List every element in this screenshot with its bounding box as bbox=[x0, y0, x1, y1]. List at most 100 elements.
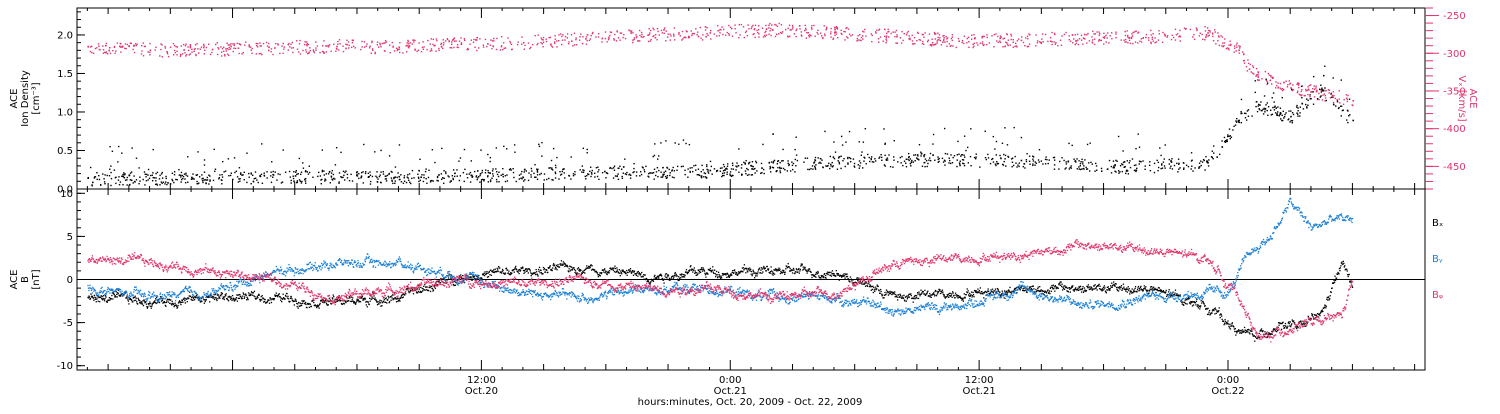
top-series-1-point bbox=[183, 176, 184, 177]
bottom-series-0-point bbox=[883, 297, 884, 298]
top-series-1-point bbox=[163, 182, 164, 183]
top-series-0-point bbox=[902, 40, 903, 41]
bottom-series-0-point bbox=[159, 302, 160, 303]
top-series-0-point bbox=[1156, 41, 1157, 42]
top-left-axis-label-line: Ion Density bbox=[20, 70, 31, 127]
bottom-series-0-point bbox=[535, 269, 536, 270]
top-series-1-point bbox=[797, 160, 798, 161]
top-series-1-point bbox=[657, 176, 658, 177]
bottom-series-0-point bbox=[267, 301, 268, 302]
top-series-1-point bbox=[1005, 155, 1006, 156]
bottom-left-tick-label: -10 bbox=[57, 361, 73, 372]
bottom-series-0-point bbox=[704, 270, 705, 271]
top-series-1-point bbox=[1307, 105, 1308, 106]
bottom-series-0-point bbox=[827, 274, 828, 275]
top-series-1-point bbox=[706, 166, 707, 167]
top-series-0-point bbox=[678, 34, 679, 35]
top-series-1-point bbox=[579, 169, 580, 170]
top-series-1-point bbox=[738, 172, 739, 173]
top-series-1-point bbox=[1309, 94, 1310, 95]
top-series-0-point bbox=[496, 38, 497, 39]
top-series-1-point bbox=[652, 156, 653, 157]
top-series-1-point bbox=[408, 177, 409, 178]
top-series-1-point bbox=[1283, 117, 1284, 118]
top-series-1-point bbox=[441, 173, 442, 174]
top-series-1-point bbox=[1068, 143, 1069, 144]
top-series-0-point bbox=[670, 39, 671, 40]
top-series-0-point bbox=[290, 44, 291, 45]
top-series-0-point bbox=[1318, 99, 1319, 100]
bottom-series-0-point bbox=[697, 274, 698, 275]
top-series-0-point bbox=[795, 36, 796, 37]
top-series-0-point bbox=[317, 45, 318, 46]
top-series-1-point bbox=[115, 183, 116, 184]
bottom-series-0-point bbox=[947, 295, 948, 296]
top-series-0-point bbox=[1270, 75, 1271, 76]
top-series-0-point bbox=[801, 34, 802, 35]
top-series-0-point bbox=[928, 40, 929, 41]
top-series-1-point bbox=[347, 177, 348, 178]
top-series-1-point bbox=[1032, 165, 1033, 166]
top-series-0-point bbox=[348, 45, 349, 46]
top-series-0-point bbox=[579, 36, 580, 37]
top-series-1-point bbox=[537, 170, 538, 171]
top-series-0-point bbox=[1269, 74, 1270, 75]
top-series-1-point bbox=[399, 144, 400, 145]
bottom-series-0-point bbox=[627, 272, 628, 273]
top-series-0-point bbox=[1021, 36, 1022, 37]
top-series-0-point bbox=[1037, 42, 1038, 43]
top-series-1-point bbox=[920, 155, 921, 156]
top-series-1-point bbox=[1324, 66, 1325, 67]
top-series-1-point bbox=[546, 179, 547, 180]
bottom-series-0-point bbox=[135, 296, 136, 297]
top-series-0-point bbox=[901, 42, 902, 43]
top-series-1-point bbox=[477, 177, 478, 178]
bottom-series-0-point bbox=[779, 269, 780, 270]
top-series-1-point bbox=[591, 172, 592, 173]
top-series-1-point bbox=[1268, 106, 1269, 107]
top-series-1-point bbox=[657, 158, 658, 159]
top-series-1-point bbox=[464, 181, 465, 182]
bottom-series-0-point bbox=[794, 273, 795, 274]
top-series-1-point bbox=[537, 179, 538, 180]
top-series-1-point bbox=[1087, 144, 1088, 145]
bottom-series-0-point bbox=[549, 266, 550, 267]
top-series-0-point bbox=[914, 43, 915, 44]
top-series-1-point bbox=[441, 148, 442, 149]
top-series-1-point bbox=[793, 163, 794, 164]
top-series-1-point bbox=[493, 175, 494, 176]
top-series-1-point bbox=[927, 163, 928, 164]
top-series-0-point bbox=[799, 28, 800, 29]
top-series-0-point bbox=[1010, 34, 1011, 35]
top-series-0-point bbox=[909, 35, 910, 36]
top-series-1-point bbox=[460, 175, 461, 176]
top-series-0-point bbox=[1266, 81, 1267, 82]
top-left-axis-label: ACEIon Density[cm⁻³] bbox=[9, 70, 42, 127]
top-series-1-point bbox=[807, 158, 808, 159]
top-series-1-point bbox=[539, 174, 540, 175]
top-series-1-point bbox=[803, 161, 804, 162]
top-series-1-point bbox=[732, 165, 733, 166]
top-series-1-point bbox=[202, 180, 203, 181]
top-series-0-point bbox=[996, 40, 997, 41]
top-series-0-point bbox=[412, 39, 413, 40]
top-series-0-point bbox=[1256, 74, 1257, 75]
top-series-0-point bbox=[1132, 43, 1133, 44]
top-series-0-point bbox=[1230, 45, 1231, 46]
top-series-0-point bbox=[143, 55, 144, 56]
top-series-1-point bbox=[669, 169, 670, 170]
top-series-0-point bbox=[674, 27, 675, 28]
top-series-1-point bbox=[496, 179, 497, 180]
bottom-series-0-point bbox=[131, 300, 132, 301]
top-series-0-point bbox=[806, 32, 807, 33]
top-series-1-point bbox=[466, 174, 467, 175]
top-series-1-point bbox=[1007, 144, 1008, 145]
top-series-1-point bbox=[234, 172, 235, 173]
top-series-0-point bbox=[983, 45, 984, 46]
top-series-0-point bbox=[655, 34, 656, 35]
top-series-0-point bbox=[987, 37, 988, 38]
top-series-0-point bbox=[1208, 30, 1209, 31]
top-series-1-point bbox=[147, 179, 148, 180]
top-series-0-point bbox=[909, 38, 910, 39]
bottom-series-0-point bbox=[906, 300, 907, 301]
